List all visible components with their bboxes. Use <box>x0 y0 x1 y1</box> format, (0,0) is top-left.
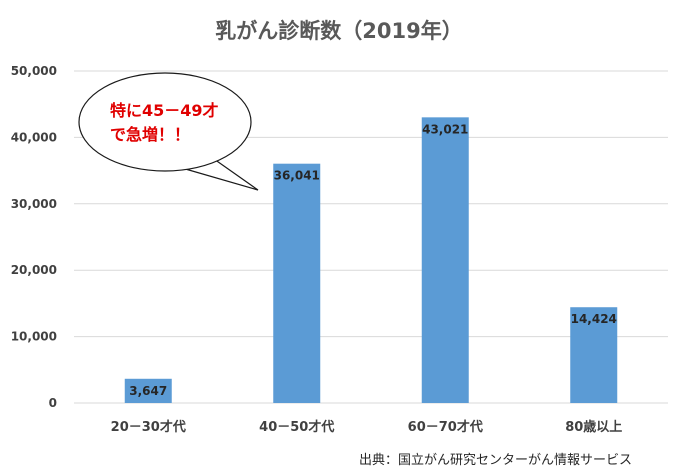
y-tick-label: 10,000 <box>11 330 57 344</box>
x-tick-label: 60－70才代 <box>408 419 483 435</box>
bar-2 <box>273 163 321 403</box>
y-tick-label: 0 <box>49 396 57 410</box>
bar-3 <box>421 117 469 403</box>
y-tick-label: 20,000 <box>11 263 57 277</box>
data-label: 3,647 <box>129 384 167 398</box>
y-tick-label: 40,000 <box>11 130 57 144</box>
data-label: 14,424 <box>571 312 617 326</box>
chart-title: 乳がん診断数（2019年） <box>215 19 462 43</box>
callout-line-2: で急増！！ <box>110 125 190 144</box>
y-axis: 0 10,000 20,000 30,000 40,000 50,000 <box>11 64 57 410</box>
x-tick-label: 80歳以上 <box>565 419 622 435</box>
callout: 特に45－49才 で急増！！ <box>78 72 259 191</box>
bar-4 <box>570 307 618 403</box>
y-tick-label: 30,000 <box>11 197 57 211</box>
y-tick-label: 50,000 <box>11 64 57 78</box>
callout-ellipse <box>78 72 252 172</box>
x-tick-label: 40－50才代 <box>259 419 334 435</box>
data-label: 36,041 <box>274 169 320 183</box>
data-label: 43,021 <box>422 122 468 136</box>
bar-1 <box>124 378 172 403</box>
x-axis: 20－30才代 40－50才代 60－70才代 80歳以上 <box>111 419 623 435</box>
bars: 3,647 36,041 43,021 14,424 <box>124 117 618 403</box>
x-tick-label: 20－30才代 <box>111 419 186 435</box>
callout-line-1: 特に45－49才 <box>110 101 219 120</box>
source-note: 出典：国立がん研究センターがん情報サービス <box>359 453 632 468</box>
